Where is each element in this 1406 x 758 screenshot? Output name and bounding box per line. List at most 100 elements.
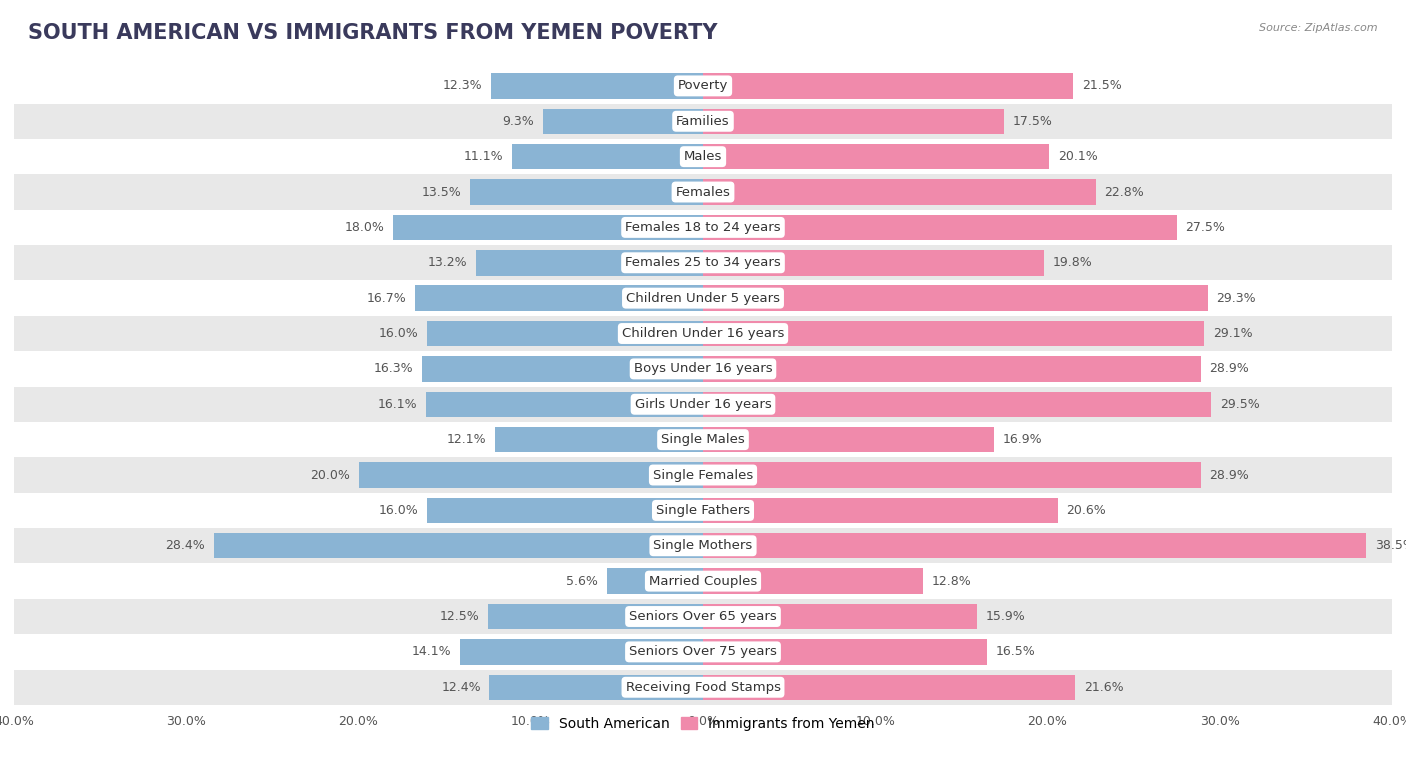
- Text: 28.9%: 28.9%: [1209, 362, 1249, 375]
- Bar: [14, 457, 1392, 493]
- Text: 12.8%: 12.8%: [932, 575, 972, 587]
- Bar: [14, 210, 1392, 245]
- Bar: [703, 356, 1201, 381]
- Text: Seniors Over 75 years: Seniors Over 75 years: [628, 645, 778, 659]
- Bar: [703, 427, 994, 453]
- Bar: [427, 498, 703, 523]
- Text: Married Couples: Married Couples: [650, 575, 756, 587]
- Bar: [543, 108, 703, 134]
- Text: Boys Under 16 years: Boys Under 16 years: [634, 362, 772, 375]
- Text: Females 18 to 24 years: Females 18 to 24 years: [626, 221, 780, 234]
- Bar: [14, 528, 1392, 563]
- Text: 20.1%: 20.1%: [1057, 150, 1098, 163]
- Text: Females: Females: [675, 186, 731, 199]
- Bar: [14, 280, 1392, 316]
- Text: 13.2%: 13.2%: [427, 256, 467, 269]
- Text: Poverty: Poverty: [678, 80, 728, 92]
- Text: Receiving Food Stamps: Receiving Food Stamps: [626, 681, 780, 694]
- Bar: [703, 498, 1057, 523]
- Legend: South American, Immigrants from Yemen: South American, Immigrants from Yemen: [526, 711, 880, 736]
- Bar: [392, 215, 703, 240]
- Text: 16.5%: 16.5%: [995, 645, 1036, 659]
- Text: 12.4%: 12.4%: [441, 681, 481, 694]
- Text: 19.8%: 19.8%: [1053, 256, 1092, 269]
- Bar: [703, 74, 1073, 99]
- Text: 13.5%: 13.5%: [422, 186, 461, 199]
- Bar: [475, 250, 703, 275]
- Bar: [606, 568, 703, 594]
- Bar: [422, 356, 703, 381]
- Text: 5.6%: 5.6%: [567, 575, 598, 587]
- Bar: [703, 462, 1201, 487]
- Bar: [495, 427, 703, 453]
- Text: 27.5%: 27.5%: [1185, 221, 1225, 234]
- Text: 12.3%: 12.3%: [443, 80, 482, 92]
- Text: Source: ZipAtlas.com: Source: ZipAtlas.com: [1260, 23, 1378, 33]
- Text: 28.4%: 28.4%: [166, 539, 205, 553]
- Bar: [14, 139, 1392, 174]
- Text: Families: Families: [676, 114, 730, 128]
- Text: Seniors Over 65 years: Seniors Over 65 years: [628, 610, 778, 623]
- Text: 16.1%: 16.1%: [377, 398, 418, 411]
- Text: 16.0%: 16.0%: [380, 504, 419, 517]
- Text: Single Females: Single Females: [652, 468, 754, 481]
- Text: Children Under 5 years: Children Under 5 years: [626, 292, 780, 305]
- Bar: [703, 675, 1076, 700]
- Text: 16.9%: 16.9%: [1002, 433, 1042, 446]
- Text: SOUTH AMERICAN VS IMMIGRANTS FROM YEMEN POVERTY: SOUTH AMERICAN VS IMMIGRANTS FROM YEMEN …: [28, 23, 717, 42]
- Text: Children Under 16 years: Children Under 16 years: [621, 327, 785, 340]
- Text: 12.5%: 12.5%: [439, 610, 479, 623]
- Text: 16.7%: 16.7%: [367, 292, 406, 305]
- Bar: [14, 563, 1392, 599]
- Text: 18.0%: 18.0%: [344, 221, 384, 234]
- Bar: [471, 180, 703, 205]
- Bar: [14, 422, 1392, 457]
- Text: 20.0%: 20.0%: [311, 468, 350, 481]
- Bar: [488, 604, 703, 629]
- Bar: [14, 634, 1392, 669]
- Bar: [703, 108, 1004, 134]
- Text: 29.5%: 29.5%: [1219, 398, 1260, 411]
- Bar: [14, 316, 1392, 351]
- Bar: [460, 639, 703, 665]
- Text: 11.1%: 11.1%: [464, 150, 503, 163]
- Bar: [703, 321, 1204, 346]
- Bar: [703, 286, 1208, 311]
- Bar: [703, 180, 1095, 205]
- Text: 28.9%: 28.9%: [1209, 468, 1249, 481]
- Text: 22.8%: 22.8%: [1104, 186, 1144, 199]
- Bar: [14, 174, 1392, 210]
- Text: Single Fathers: Single Fathers: [657, 504, 749, 517]
- Text: 9.3%: 9.3%: [502, 114, 534, 128]
- Text: 16.0%: 16.0%: [380, 327, 419, 340]
- Text: Girls Under 16 years: Girls Under 16 years: [634, 398, 772, 411]
- Bar: [489, 675, 703, 700]
- Bar: [14, 104, 1392, 139]
- Bar: [703, 604, 977, 629]
- Bar: [14, 493, 1392, 528]
- Bar: [703, 250, 1045, 275]
- Bar: [415, 286, 703, 311]
- Bar: [14, 599, 1392, 634]
- Bar: [14, 351, 1392, 387]
- Text: 21.5%: 21.5%: [1083, 80, 1122, 92]
- Text: Females 25 to 34 years: Females 25 to 34 years: [626, 256, 780, 269]
- Bar: [427, 321, 703, 346]
- Bar: [703, 144, 1049, 169]
- Bar: [703, 392, 1211, 417]
- Bar: [14, 245, 1392, 280]
- Text: Males: Males: [683, 150, 723, 163]
- Text: 38.5%: 38.5%: [1375, 539, 1406, 553]
- Text: 17.5%: 17.5%: [1012, 114, 1053, 128]
- Text: 14.1%: 14.1%: [412, 645, 451, 659]
- Text: 20.6%: 20.6%: [1066, 504, 1107, 517]
- Bar: [703, 215, 1177, 240]
- Bar: [703, 639, 987, 665]
- Bar: [359, 462, 703, 487]
- Text: 15.9%: 15.9%: [986, 610, 1025, 623]
- Bar: [14, 669, 1392, 705]
- Text: Single Mothers: Single Mothers: [654, 539, 752, 553]
- Text: 29.3%: 29.3%: [1216, 292, 1256, 305]
- Bar: [14, 387, 1392, 422]
- Text: 29.1%: 29.1%: [1213, 327, 1253, 340]
